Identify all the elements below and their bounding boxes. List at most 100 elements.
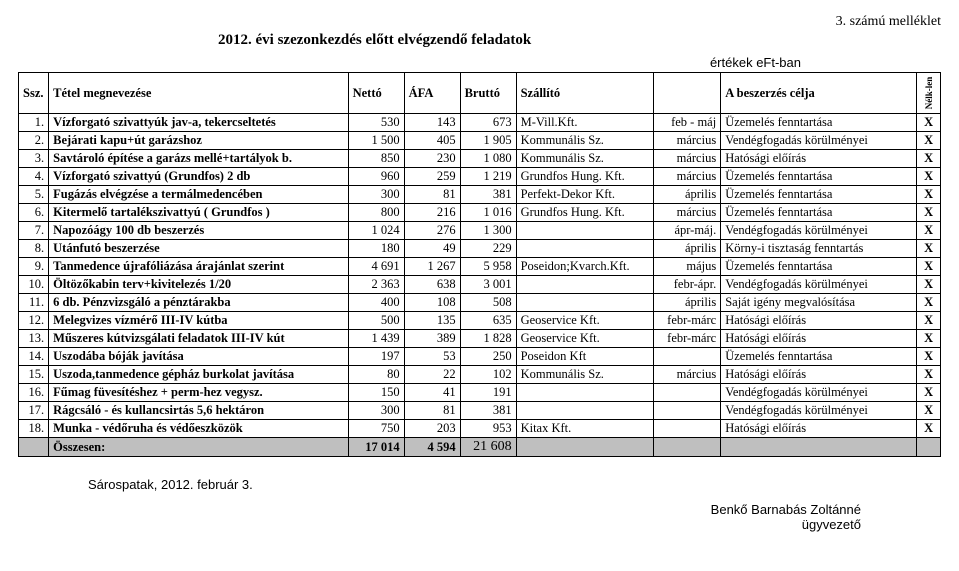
- cell-netto: 300: [348, 402, 404, 420]
- cell-cel: Vendégfogadás körülményei: [721, 222, 917, 240]
- footer-name: Benkő Barnabás Zoltánné: [711, 502, 861, 517]
- table-row: 2.Bejárati kapu+út garázshoz1 5004051 90…: [19, 132, 941, 150]
- cell-cel: Üzemelés fenntartása: [721, 186, 917, 204]
- table-row: 12.Melegvizes vízmérő III-IV kútba500135…: [19, 312, 941, 330]
- cell-netto: 500: [348, 312, 404, 330]
- cell-szallito: Poseidon Kft: [516, 348, 654, 366]
- cell-cel: Hatósági előírás: [721, 420, 917, 438]
- table-row: 15.Uszoda,tanmedence gépház burkolat jav…: [19, 366, 941, 384]
- cell-brutto: 381: [460, 186, 516, 204]
- cell-netto: 4 691: [348, 258, 404, 276]
- cell-brutto: 229: [460, 240, 516, 258]
- table-row: 1.Vízforgató szivattyúk jav-a, tekercsel…: [19, 114, 941, 132]
- cell-ssz: 10.: [19, 276, 49, 294]
- cell-szallito: [516, 384, 654, 402]
- cell-x: X: [917, 186, 941, 204]
- cell-date: febr-márc: [654, 330, 721, 348]
- cell-netto: 2 363: [348, 276, 404, 294]
- cell-brutto: 250: [460, 348, 516, 366]
- cell-ssz: 15.: [19, 366, 49, 384]
- cell-ssz: 1.: [19, 114, 49, 132]
- total-row: Összesen:17 0144 59421 608: [19, 438, 941, 457]
- cell-brutto: 381: [460, 402, 516, 420]
- cell-szallito: Perfekt-Dekor Kft.: [516, 186, 654, 204]
- cell-brutto: 508: [460, 294, 516, 312]
- cell-ssz: 17.: [19, 402, 49, 420]
- table-row: 18.Munka - védőruha és védőeszközök75020…: [19, 420, 941, 438]
- cell-date: [654, 420, 721, 438]
- table-row: 6.Kitermelő tartalékszivattyú ( Grundfos…: [19, 204, 941, 222]
- cell-tetel: Uszodába bóják javítása: [49, 348, 348, 366]
- cell-tetel: Öltözőkabin terv+kivitelezés 1/20: [49, 276, 348, 294]
- table-row: 10.Öltözőkabin terv+kivitelezés 1/202 36…: [19, 276, 941, 294]
- cell-afa: 22: [404, 366, 460, 384]
- cell-szallito: Kommunális Sz.: [516, 366, 654, 384]
- cell-szallito: Geoservice Kft.: [516, 330, 654, 348]
- table-row: 7.Napozóágy 100 db beszerzés1 0242761 30…: [19, 222, 941, 240]
- cell-ssz: 11.: [19, 294, 49, 312]
- cell-x: X: [917, 312, 941, 330]
- cell-afa: 81: [404, 186, 460, 204]
- cell-tetel: Uszoda,tanmedence gépház burkolat javítá…: [49, 366, 348, 384]
- col-szallito: Szállító: [516, 73, 654, 114]
- cell-cel: Üzemelés fenntartása: [721, 114, 917, 132]
- cell-tetel: Bejárati kapu+út garázshoz: [49, 132, 348, 150]
- cell-tetel: Kitermelő tartalékszivattyú ( Grundfos ): [49, 204, 348, 222]
- cell-netto: 1 500: [348, 132, 404, 150]
- cell-brutto: 635: [460, 312, 516, 330]
- cell-netto: 300: [348, 186, 404, 204]
- cell-x: X: [917, 150, 941, 168]
- cell-x: X: [917, 258, 941, 276]
- cell-tetel: Napozóágy 100 db beszerzés: [49, 222, 348, 240]
- cell-afa: 108: [404, 294, 460, 312]
- cell-blank: [721, 438, 917, 457]
- cell-cel: Vendégfogadás körülményei: [721, 276, 917, 294]
- cell-afa: 230: [404, 150, 460, 168]
- cell-ssz: 5.: [19, 186, 49, 204]
- cell-date: [654, 402, 721, 420]
- cell-total-brutto: 21 608: [460, 438, 516, 457]
- cell-tetel: Utánfutó beszerzése: [49, 240, 348, 258]
- cell-szallito: Poseidon;Kvarch.Kft.: [516, 258, 654, 276]
- cell-date: április: [654, 240, 721, 258]
- cell-afa: 1 267: [404, 258, 460, 276]
- cell-date: [654, 348, 721, 366]
- cell-date: feb - máj: [654, 114, 721, 132]
- cell-ssz: 13.: [19, 330, 49, 348]
- cell-cel: Körny-i tisztaság fenntartás: [721, 240, 917, 258]
- cell-afa: 389: [404, 330, 460, 348]
- cell-cel: Üzemelés fenntartása: [721, 204, 917, 222]
- cell-x: X: [917, 114, 941, 132]
- cell-netto: 800: [348, 204, 404, 222]
- cell-netto: 150: [348, 384, 404, 402]
- cell-ssz: 18.: [19, 420, 49, 438]
- cell-ssz: 16.: [19, 384, 49, 402]
- cell-szallito: Geoservice Kft.: [516, 312, 654, 330]
- cell-brutto: 191: [460, 384, 516, 402]
- cell-cel: Hatósági előírás: [721, 330, 917, 348]
- cell-afa: 216: [404, 204, 460, 222]
- cell-brutto: 1 016: [460, 204, 516, 222]
- cell-cel: Hatósági előírás: [721, 312, 917, 330]
- cell-brutto: 953: [460, 420, 516, 438]
- cell-total-netto: 17 014: [348, 438, 404, 457]
- cell-blank: [917, 438, 941, 457]
- cell-afa: 259: [404, 168, 460, 186]
- cell-x: X: [917, 348, 941, 366]
- cell-afa: 41: [404, 384, 460, 402]
- cell-cel: Saját igény megvalósítása: [721, 294, 917, 312]
- cell-date: febr-ápr.: [654, 276, 721, 294]
- cell-brutto: 1 300: [460, 222, 516, 240]
- cell-x: X: [917, 384, 941, 402]
- cell-szallito: [516, 276, 654, 294]
- values-note: értékek eFt-ban: [18, 55, 941, 70]
- cell-netto: 960: [348, 168, 404, 186]
- cell-ssz: 7.: [19, 222, 49, 240]
- cell-date: május: [654, 258, 721, 276]
- col-ssz: Ssz.: [19, 73, 49, 114]
- cell-szallito: [516, 222, 654, 240]
- cell-date: március: [654, 150, 721, 168]
- cell-netto: 80: [348, 366, 404, 384]
- cell-netto: 1 024: [348, 222, 404, 240]
- footer-place-date: Sárospatak, 2012. február 3.: [88, 477, 941, 492]
